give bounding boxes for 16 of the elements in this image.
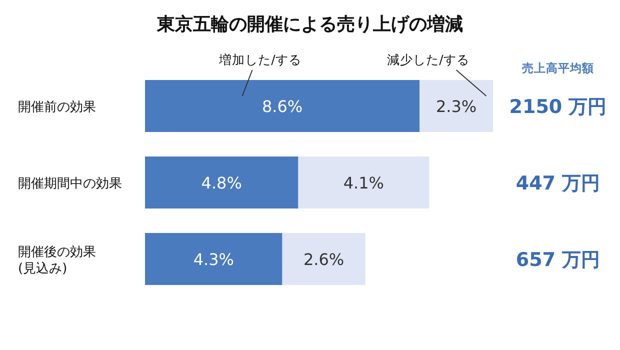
series-label: 増加した/する bbox=[218, 52, 302, 67]
y-tick-label: 開催期間中の効果 bbox=[18, 176, 122, 192]
data-label: 4.3% bbox=[193, 250, 234, 269]
text: 447 万円 bbox=[516, 172, 600, 194]
text: 2150 万円 bbox=[509, 96, 607, 118]
y-tick-label: 開催前の効果 bbox=[18, 100, 96, 115]
text: 657 万円 bbox=[516, 249, 600, 271]
data-label: 2.3% bbox=[436, 97, 477, 116]
data-label: 4.8% bbox=[201, 174, 242, 192]
data-label: 4.1% bbox=[343, 174, 384, 192]
series-label: 減少した/する bbox=[387, 52, 470, 67]
data-label: 2.6% bbox=[303, 250, 344, 269]
text: 売上高平均額 bbox=[522, 61, 594, 75]
y-tick-label: 開催後の効果 (見込み) bbox=[18, 245, 96, 276]
data-label: 8.6% bbox=[262, 97, 303, 116]
chart-title: 東京五輪の開催による売り上げの増減 bbox=[156, 13, 463, 35]
